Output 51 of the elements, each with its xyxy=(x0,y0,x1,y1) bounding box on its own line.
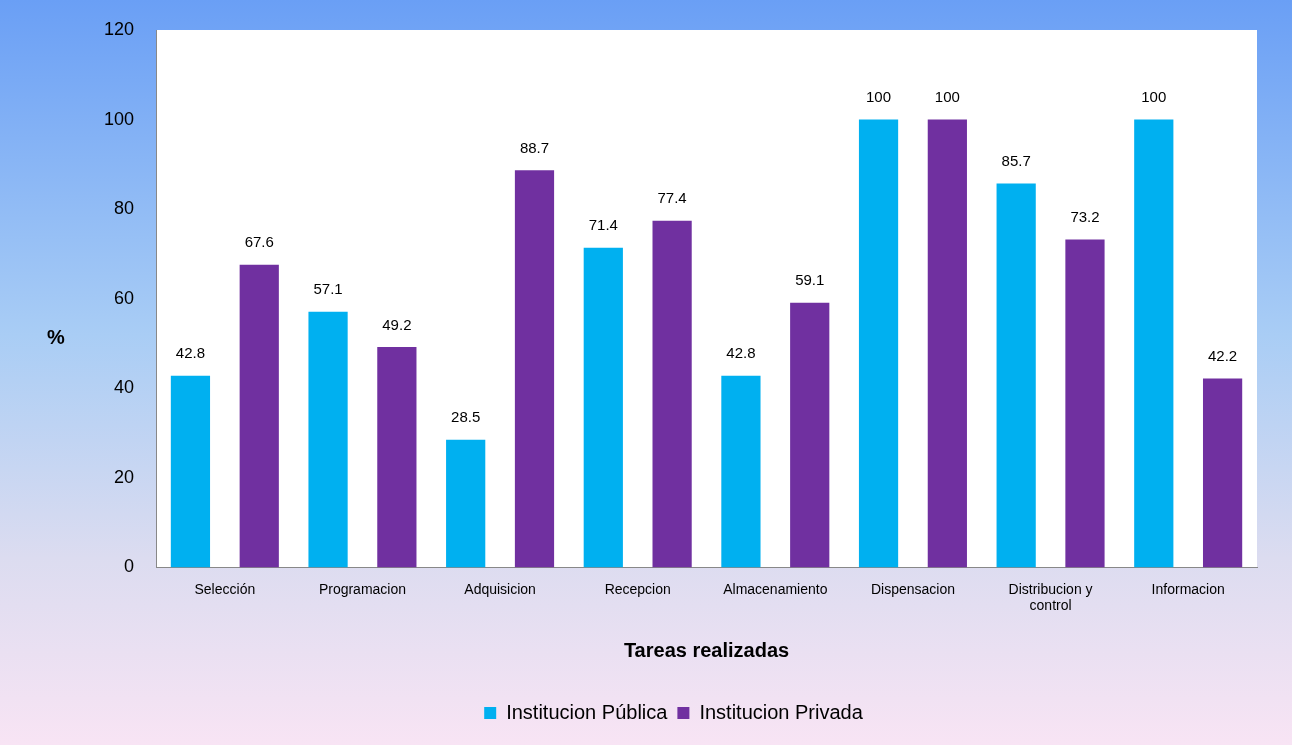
data-label: 28.5 xyxy=(451,408,481,426)
data-label: 71.4 xyxy=(588,216,618,234)
bar xyxy=(377,347,417,568)
bar xyxy=(652,220,692,568)
data-label: 100 xyxy=(1141,88,1167,106)
bar xyxy=(239,264,279,568)
x-tick-label: Dispensacion xyxy=(870,580,955,597)
legend-label: Institucion Privada xyxy=(699,700,864,723)
y-tick-label: 100 xyxy=(103,108,135,129)
data-label: 85.7 xyxy=(1001,152,1031,170)
x-axis-title: Tareas realizadas xyxy=(623,638,790,661)
data-label: 42.2 xyxy=(1207,347,1238,365)
bar xyxy=(721,375,761,568)
data-label: 73.2 xyxy=(1070,208,1100,226)
y-tick-label: 20 xyxy=(114,466,135,487)
data-label: 100 xyxy=(866,88,892,106)
y-tick-label: 40 xyxy=(114,377,135,398)
y-tick-label: 0 xyxy=(124,556,135,577)
data-label: 42.8 xyxy=(175,344,206,362)
data-label: 67.6 xyxy=(244,233,274,251)
bar xyxy=(1134,119,1174,568)
data-label: 59.1 xyxy=(795,271,825,289)
y-tick-label: 60 xyxy=(114,287,135,308)
data-label: 88.7 xyxy=(519,138,550,156)
x-tick-label: Adquisicion xyxy=(464,580,536,597)
bar xyxy=(1202,378,1243,568)
bar xyxy=(446,439,486,568)
bar xyxy=(790,302,830,568)
bar xyxy=(583,247,623,568)
data-label: 57.1 xyxy=(313,280,343,298)
y-tick-label: 120 xyxy=(103,18,135,39)
data-label: 100 xyxy=(934,88,960,106)
legend-label: Institucion Pública xyxy=(506,700,669,723)
y-tick-label: 80 xyxy=(114,198,135,219)
y-axis-title: % xyxy=(47,326,66,349)
x-tick-label: Recepcion xyxy=(604,580,671,597)
data-label: 49.2 xyxy=(382,315,412,333)
bar xyxy=(170,375,211,568)
x-tick-label: Programacion xyxy=(318,580,407,597)
bar xyxy=(514,170,555,568)
bar xyxy=(1065,239,1105,568)
x-tick-label: Almacenamiento xyxy=(723,580,828,597)
bar xyxy=(927,119,967,568)
x-tick-label: Distribucion y control xyxy=(1008,580,1093,614)
data-label: 42.8 xyxy=(726,344,756,362)
bar xyxy=(996,183,1036,568)
bar xyxy=(308,311,348,568)
x-tick-label: Selección xyxy=(194,580,256,597)
x-tick-label: Informacion xyxy=(1151,580,1225,597)
data-label: 77.4 xyxy=(657,189,687,207)
bar xyxy=(858,119,899,568)
